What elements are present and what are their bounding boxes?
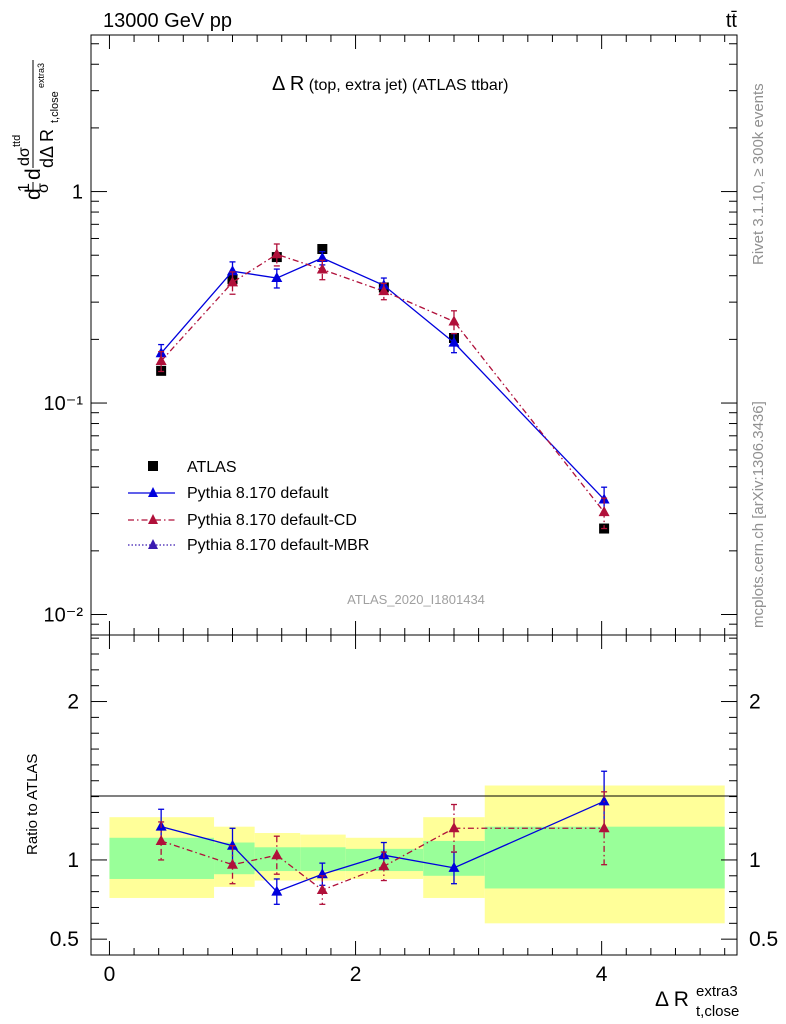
main-title: Δ R (top, extra jet) (ATLAS ttbar) [272,73,508,95]
legend-entry-default-cd: Pythia 8.170 default-CD [128,512,357,529]
main-y-tick-label: 10⁻² [44,605,84,627]
data-point [227,276,239,287]
ratio-data-point [155,834,167,845]
ratio-data-point [448,822,460,833]
main-title-rest: (top, extra jet) (ATLAS ttbar) [304,77,508,94]
ratio-y-ticks: 2 2 1 1 0.5 0.5 [50,637,778,951]
svg-text:1: 1 [16,183,33,192]
data-point [448,315,460,326]
data-point [317,244,328,255]
energy-label: 13000 GeV pp [103,10,232,32]
data-point [155,355,167,366]
svg-text:dσ: dσ [16,147,33,166]
ratio-data-point [598,795,610,806]
legend-marker-atlas [148,461,158,471]
legend-label-default: Pythia 8.170 default [187,485,329,502]
process-label: tt̄ [726,10,738,32]
ratio-y-tick-label-right: 0.5 [749,928,778,951]
ratio-data-point [448,861,460,872]
svg-text:ttd: ttd [11,135,23,147]
ratio-y-tick-label: 2 [67,691,79,714]
rivet-label: Rivet 3.1.10, ≥ 300k events [750,83,767,265]
svg-text:d: d [22,168,45,180]
data-point [316,252,328,263]
ratio-plot-panel: 0 2 4 2 2 1 1 0.5 0.5 Ratio to ATLAS Δ R extra3… [24,634,778,1020]
svg-text:d: d [22,188,45,200]
main-y-ticks: 1 10⁻¹ 10⁻² [44,43,737,636]
legend-marker-default-cd [148,514,158,524]
ratio-data-point [316,884,328,895]
legend-entry-default-mbr: Pythia 8.170 default-MBR [128,537,369,554]
data-point [227,265,239,276]
legend-marker-default-mbr [148,539,158,549]
main-plot-panel: 1 10⁻¹ 10⁻² Δ R (top, extra jet) (ATLAS tt… [11,34,738,636]
ratio-data-point [271,849,283,860]
ratio-data-point [227,858,239,869]
ratio-data-point [598,822,610,833]
ratio-data-point [227,839,239,850]
ratio-y-tick-label-right: 2 [749,691,761,714]
ratio-x-ticks: 0 2 4 [104,635,726,986]
data-point [271,248,283,259]
ratio-x-tick-label: 0 [104,963,116,986]
ratio-y-tick-label-right: 1 [749,849,761,872]
legend-label-atlas: ATLAS [187,459,237,476]
ratio-series-1 [155,791,610,905]
mcplots-label: mcplots.cern.ch [arXiv:1306.3436] [750,401,767,628]
data-point [448,336,460,347]
legend-marker-default [148,487,158,497]
x-axis-label-sub: t,close [696,1003,739,1020]
data-point [598,506,610,517]
legend-label-default-cd: Pythia 8.170 default-CD [187,512,357,529]
svg-text:dΔ R: dΔ R [37,129,57,168]
data-point [316,263,328,274]
main-y-axis-label: d 1 σ d dσ ttd dΔ R t,close extra3 [11,60,61,200]
x-axis-label-sup: extra3 [696,983,738,1000]
svg-text:σ: σ [35,183,52,193]
main-series-layer [155,243,610,534]
ratio-x-axis-label: Δ R extra3 t,close [655,983,739,1020]
ratio-plot-frame [90,634,738,956]
main-series-2 [155,243,610,530]
ratio-data-point [271,885,283,896]
main-y-tick-label: 1 [72,182,83,204]
svg-text:extra3: extra3 [36,63,46,88]
main-x-ticks [108,35,726,635]
band-green [300,847,346,872]
main-y-tick-label: 10⁻¹ [44,393,84,415]
ratio-x-tick-label: 4 [596,963,608,986]
main-title-symbol: Δ R [272,73,304,95]
svg-text:t,close: t,close [49,91,61,123]
ratio-series-layer [155,770,610,905]
legend-entry-atlas: ATLAS [148,459,237,476]
data-point [378,285,390,296]
ratio-data-point [378,860,390,871]
ratio-y-axis-label: Ratio to ATLAS [24,754,41,855]
analysis-id: ATLAS_2020_I1801434 [347,592,485,607]
legend-entry-default: Pythia 8.170 default [128,485,329,502]
ratio-x-tick-label: 2 [350,963,362,986]
legend-label-default-mbr: Pythia 8.170 default-MBR [187,537,369,554]
ratio-y-tick-label: 1 [67,849,79,872]
ratio-y-tick-label: 0.5 [50,928,79,951]
x-axis-label-main: Δ R [655,988,689,1011]
data-point [271,272,283,283]
legend: ATLAS Pythia 8.170 default Pythia 8.170 … [128,459,369,554]
